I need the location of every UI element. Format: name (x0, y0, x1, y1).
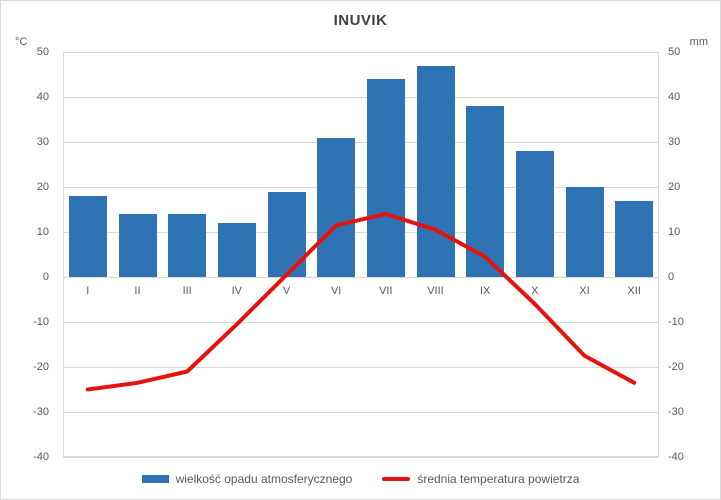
right-axis-tick-0: 0 (668, 271, 675, 283)
left-axis-unit-label: °C (15, 36, 28, 48)
gridline-20 (63, 186, 659, 188)
month-label-XII: XII (627, 285, 641, 297)
left-axis-tick-40: 40 (36, 91, 49, 103)
month-label-I: I (86, 285, 90, 297)
month-label-VII: VII (379, 285, 393, 297)
month-label-II: II (134, 285, 141, 297)
right-axis-tick--10: -10 (668, 316, 684, 328)
right-axis-unit-label: mm (689, 36, 708, 48)
right-axis-tick-40: 40 (668, 91, 681, 103)
gridline-40 (63, 96, 659, 98)
precipitation-bar-VIII (416, 65, 455, 277)
precipitation-bar-V (267, 191, 306, 277)
right-axis-tick-30: 30 (668, 136, 681, 148)
left-axis-tick--10: -10 (33, 316, 49, 328)
left-axis-tick-0: 0 (42, 271, 49, 283)
precipitation-bar-VI (317, 137, 356, 277)
month-label-X: X (531, 285, 539, 297)
precipitation-bar-IX (466, 106, 505, 277)
precipitation-bar-IV (217, 223, 256, 277)
legend-precipitation-label: wielkość opadu atmosferycznego (175, 472, 353, 486)
precipitation-bar-X (515, 151, 554, 277)
month-label-V: V (282, 285, 291, 297)
gridline-30 (63, 141, 659, 143)
precipitation-bar-III (168, 214, 207, 277)
right-axis-tick--40: -40 (668, 451, 684, 463)
legend-item-temperature: średnia temperatura powietrza (382, 472, 579, 486)
left-axis-tick-10: 10 (36, 226, 49, 238)
right-axis-tick--30: -30 (668, 406, 684, 418)
month-label-XI: XI (579, 285, 590, 297)
month-label-VIII: VIII (427, 285, 444, 297)
month-label-IV: IV (231, 285, 243, 297)
chart-title: INUVIK (333, 12, 388, 29)
right-axis-tick-20: 20 (668, 181, 681, 193)
right-axis-tick-50: 50 (668, 46, 681, 58)
chart-legend: wielkość opadu atmosferycznego średnia t… (1, 472, 720, 486)
legend-item-precipitation: wielkość opadu atmosferycznego (141, 472, 353, 486)
precipitation-bar-XII (615, 200, 654, 277)
left-axis-tick-20: 20 (36, 181, 49, 193)
precipitation-bar-VII (366, 79, 405, 277)
temperature-swatch-icon (382, 477, 411, 481)
month-label-III: III (182, 285, 192, 297)
gridline--30 (63, 411, 659, 413)
precipitation-bar-XI (565, 187, 604, 277)
left-axis-tick-30: 30 (36, 136, 49, 148)
left-axis-tick--40: -40 (33, 451, 49, 463)
gridline--40 (63, 456, 659, 458)
legend-temperature-label: średnia temperatura powietrza (417, 472, 580, 486)
precipitation-bar-II (118, 214, 157, 277)
precipitation-swatch-icon (141, 475, 169, 483)
month-label-VI: VI (330, 285, 342, 297)
precipitation-bar-I (68, 196, 107, 277)
right-axis-tick--20: -20 (668, 361, 684, 373)
left-axis-tick-50: 50 (36, 46, 49, 58)
month-label-IX: IX (479, 285, 491, 297)
left-axis-tick--20: -20 (33, 361, 49, 373)
left-axis-tick--30: -30 (33, 406, 49, 418)
plot-area-border (63, 52, 659, 457)
right-axis-tick-10: 10 (668, 226, 681, 238)
